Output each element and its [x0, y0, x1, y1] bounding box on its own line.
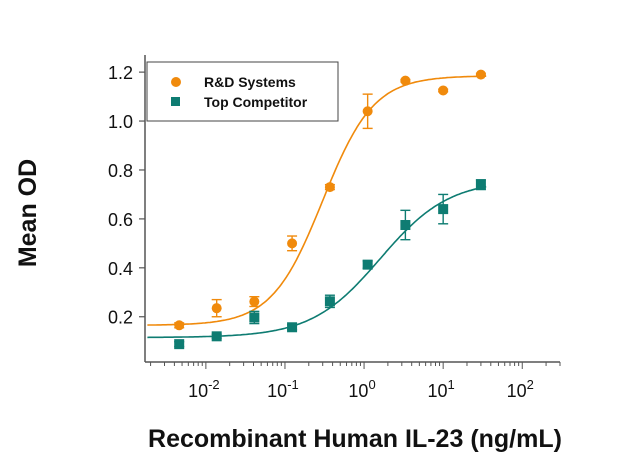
y-tick-label: 0.2 — [108, 308, 133, 328]
x-tick-label: 10-2 — [188, 377, 220, 401]
y-tick-label: 0.6 — [108, 210, 133, 230]
data-point — [211, 331, 222, 342]
y-tick-label: 1.2 — [108, 63, 133, 83]
data-point — [438, 204, 449, 215]
legend-box — [146, 61, 339, 122]
x-tick-label: 101 — [428, 377, 455, 401]
legend: R&D Systems Top Competitor — [146, 61, 339, 122]
legend-label-competitor: Top Competitor — [204, 94, 308, 110]
y-tick-label: 0.8 — [108, 161, 133, 181]
x-tick-label: 102 — [507, 377, 534, 401]
legend-marker-rnd — [171, 77, 181, 87]
x-axis-label: Recombinant Human IL-23 (ng/mL) — [148, 425, 562, 453]
y-axis-label: Mean OD — [14, 159, 42, 267]
y-tick-label: 0.4 — [108, 259, 133, 279]
data-point — [249, 296, 260, 307]
data-point — [400, 220, 411, 231]
data-point — [324, 296, 335, 307]
data-point — [174, 320, 185, 331]
data-point — [400, 75, 411, 86]
data-point — [287, 238, 298, 249]
data-point — [475, 179, 486, 190]
data-point — [249, 312, 260, 323]
fit-curve-0 — [147, 75, 487, 326]
legend-label-rnd: R&D Systems — [204, 74, 296, 90]
data-point — [362, 106, 373, 117]
data-point — [362, 259, 373, 270]
data-point — [475, 69, 486, 80]
data-point — [174, 339, 185, 350]
data-point — [324, 182, 335, 193]
x-tick-label: 100 — [348, 377, 375, 401]
fit-curve-1 — [147, 185, 487, 339]
legend-marker-competitor — [171, 97, 180, 106]
data-point — [438, 85, 449, 96]
data-point — [211, 303, 222, 314]
x-tick-label: 10-1 — [267, 377, 299, 401]
data-point — [287, 322, 298, 333]
y-tick-label: 1.0 — [108, 112, 133, 132]
